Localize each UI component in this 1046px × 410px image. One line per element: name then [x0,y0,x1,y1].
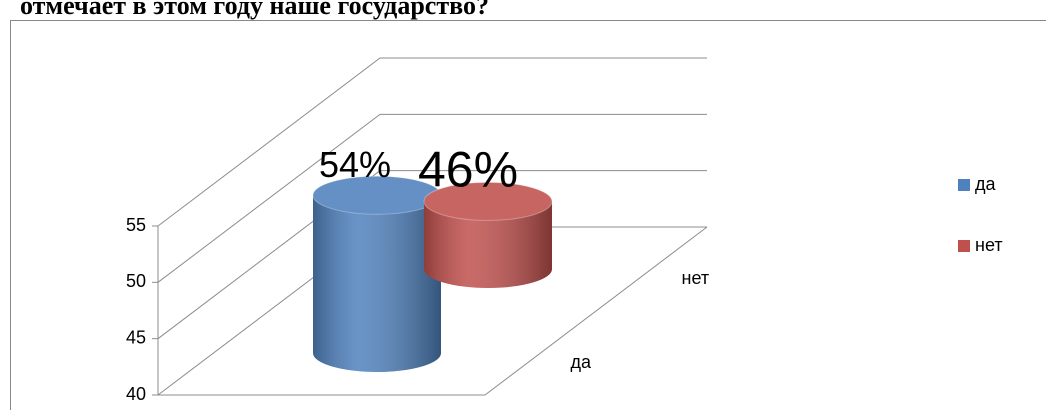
bar-top-shade [313,176,441,215]
legend-swatch [958,179,970,191]
floor [158,226,708,396]
legend-swatch [958,240,970,252]
y-tick-label: 55 [126,215,146,235]
bar-shade [313,195,441,372]
legend-label: нет [975,235,1003,255]
bar-top [423,181,553,221]
chart-title: отмечает в этом году наше государство? [20,0,489,20]
category-label: нет [682,268,710,288]
data-label: 46% [418,142,518,198]
y-tick-label: 45 [126,327,146,347]
grid-line [157,170,707,340]
y-tick-label: 40 [126,384,146,404]
bar-top-shade [424,182,552,221]
legend-label: да [975,174,997,194]
bar-shade [424,201,552,288]
data-label: 54% [319,144,391,185]
grid-line [157,113,707,283]
y-tick-label: 50 [126,271,146,291]
bar [423,181,553,288]
category-label: да [571,352,593,372]
grid-line [157,57,707,227]
chart-frame [10,20,1046,410]
bar [312,175,442,372]
